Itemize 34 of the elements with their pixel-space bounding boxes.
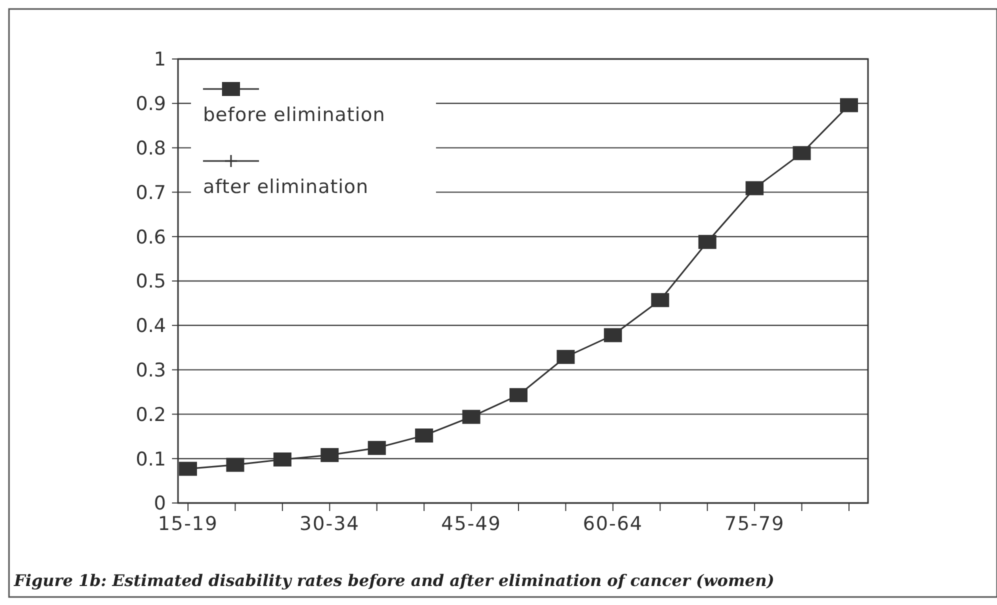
y-tick-label: 0.3 xyxy=(136,359,166,382)
legend-label: after elimination xyxy=(203,176,369,198)
y-tick-label: 0.2 xyxy=(136,404,166,426)
point xyxy=(368,440,386,455)
x-tick-label: 45-49 xyxy=(441,513,502,535)
y-tick-label: 0.7 xyxy=(136,182,166,204)
point xyxy=(651,293,670,308)
point xyxy=(226,458,244,472)
y-tick-label: 0.6 xyxy=(136,226,166,248)
point xyxy=(792,146,811,160)
y-tick-label: 0 xyxy=(154,492,166,515)
y-tick-label: 0.5 xyxy=(136,270,166,293)
y-tick-label: 0.9 xyxy=(136,93,166,116)
y-tick-label: 1 xyxy=(154,48,166,71)
point xyxy=(415,428,434,443)
legend-label: before elimination xyxy=(203,104,386,126)
point xyxy=(698,234,716,249)
x-tick-label: 60-64 xyxy=(582,513,644,535)
point xyxy=(746,181,764,196)
x-tick-label: 75-79 xyxy=(724,513,785,535)
point xyxy=(840,98,858,112)
point xyxy=(556,350,575,364)
point xyxy=(510,388,528,402)
text: Figure 1b: Estimated disability rates before and after elimination of cancer (women) xyxy=(13,571,774,590)
x-tick-label: 15-19 xyxy=(158,513,218,535)
y-tick-label: 0.8 xyxy=(136,137,166,160)
y-tick-label: 0.4 xyxy=(136,315,166,338)
point xyxy=(320,448,339,462)
y-tick-label: 0.1 xyxy=(136,448,166,470)
point xyxy=(462,410,480,424)
point xyxy=(179,462,197,476)
x-tick-label: 30-34 xyxy=(300,513,360,535)
point xyxy=(604,328,622,342)
point xyxy=(273,452,292,466)
